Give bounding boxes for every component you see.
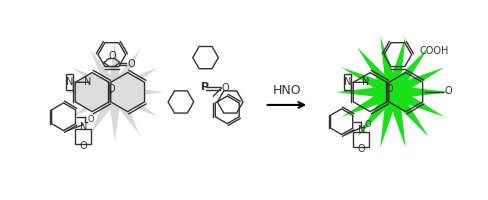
Text: O: O <box>221 83 228 93</box>
Text: O: O <box>127 59 135 69</box>
Text: O: O <box>385 84 392 94</box>
Text: N: N <box>83 77 91 87</box>
Text: O: O <box>444 86 452 96</box>
Text: O: O <box>364 120 370 129</box>
Text: P: P <box>201 82 209 92</box>
Text: N: N <box>66 77 73 87</box>
Text: COOH: COOH <box>419 46 448 56</box>
Text: O: O <box>107 84 115 94</box>
Text: O: O <box>108 51 116 61</box>
Polygon shape <box>65 43 164 141</box>
Text: N: N <box>357 125 365 135</box>
Text: N: N <box>80 122 87 132</box>
Text: O: O <box>87 115 94 124</box>
Polygon shape <box>335 36 449 148</box>
Polygon shape <box>110 73 144 112</box>
Text: HNO: HNO <box>272 84 301 97</box>
Text: N: N <box>361 77 368 87</box>
Text: O: O <box>79 141 87 151</box>
Text: N: N <box>343 77 350 87</box>
Polygon shape <box>75 73 109 112</box>
Text: O: O <box>357 144 365 154</box>
